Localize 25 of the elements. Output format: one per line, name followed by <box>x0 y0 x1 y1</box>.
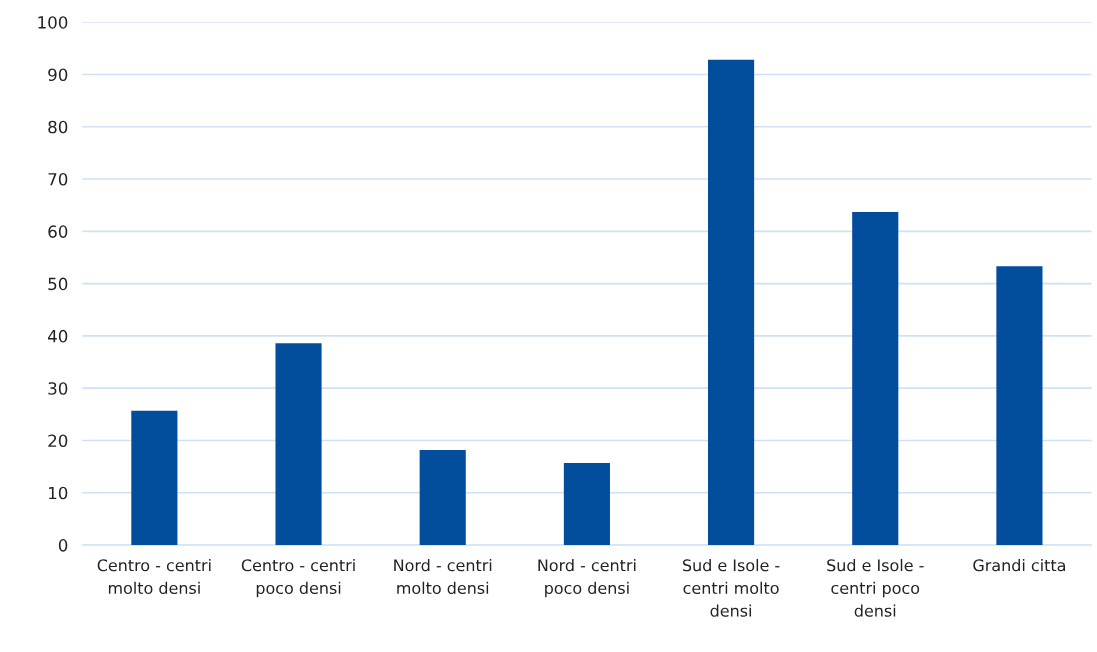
bar <box>275 343 322 546</box>
bar <box>563 462 610 546</box>
y-tick-label: 10 <box>49 486 68 500</box>
bar <box>852 211 899 546</box>
x-tick-label: Sud e Isole - centri poco densi <box>827 558 924 617</box>
bar <box>131 410 178 546</box>
y-tick-label: 60 <box>48 225 68 238</box>
y-tick-label: 40 <box>47 329 68 343</box>
y-tick-label: 0 <box>58 539 68 552</box>
y-tick-label: 50 <box>48 277 68 291</box>
bar <box>419 449 466 546</box>
x-tick-label: Nord - centri molto densi <box>394 558 492 595</box>
y-tick-label: 30 <box>48 382 68 395</box>
x-tick-label: Grandi citta <box>973 558 1065 572</box>
x-tick-label: Sud e Isole - centri molto densi <box>682 558 780 617</box>
bar <box>996 266 1043 546</box>
y-tick-label: 100 <box>38 16 68 29</box>
x-tick-label: Centro - centri molto densi <box>97 558 211 595</box>
x-tick-label: Nord - centri poco densi <box>538 558 636 598</box>
x-tick-label: Centro - centri poco densi <box>241 558 355 598</box>
y-tick-label: 90 <box>48 68 68 82</box>
bar <box>708 59 755 546</box>
y-tick-label: 70 <box>48 173 68 186</box>
y-tick-label: 20 <box>48 434 68 448</box>
y-tick-label: 80 <box>48 120 68 134</box>
